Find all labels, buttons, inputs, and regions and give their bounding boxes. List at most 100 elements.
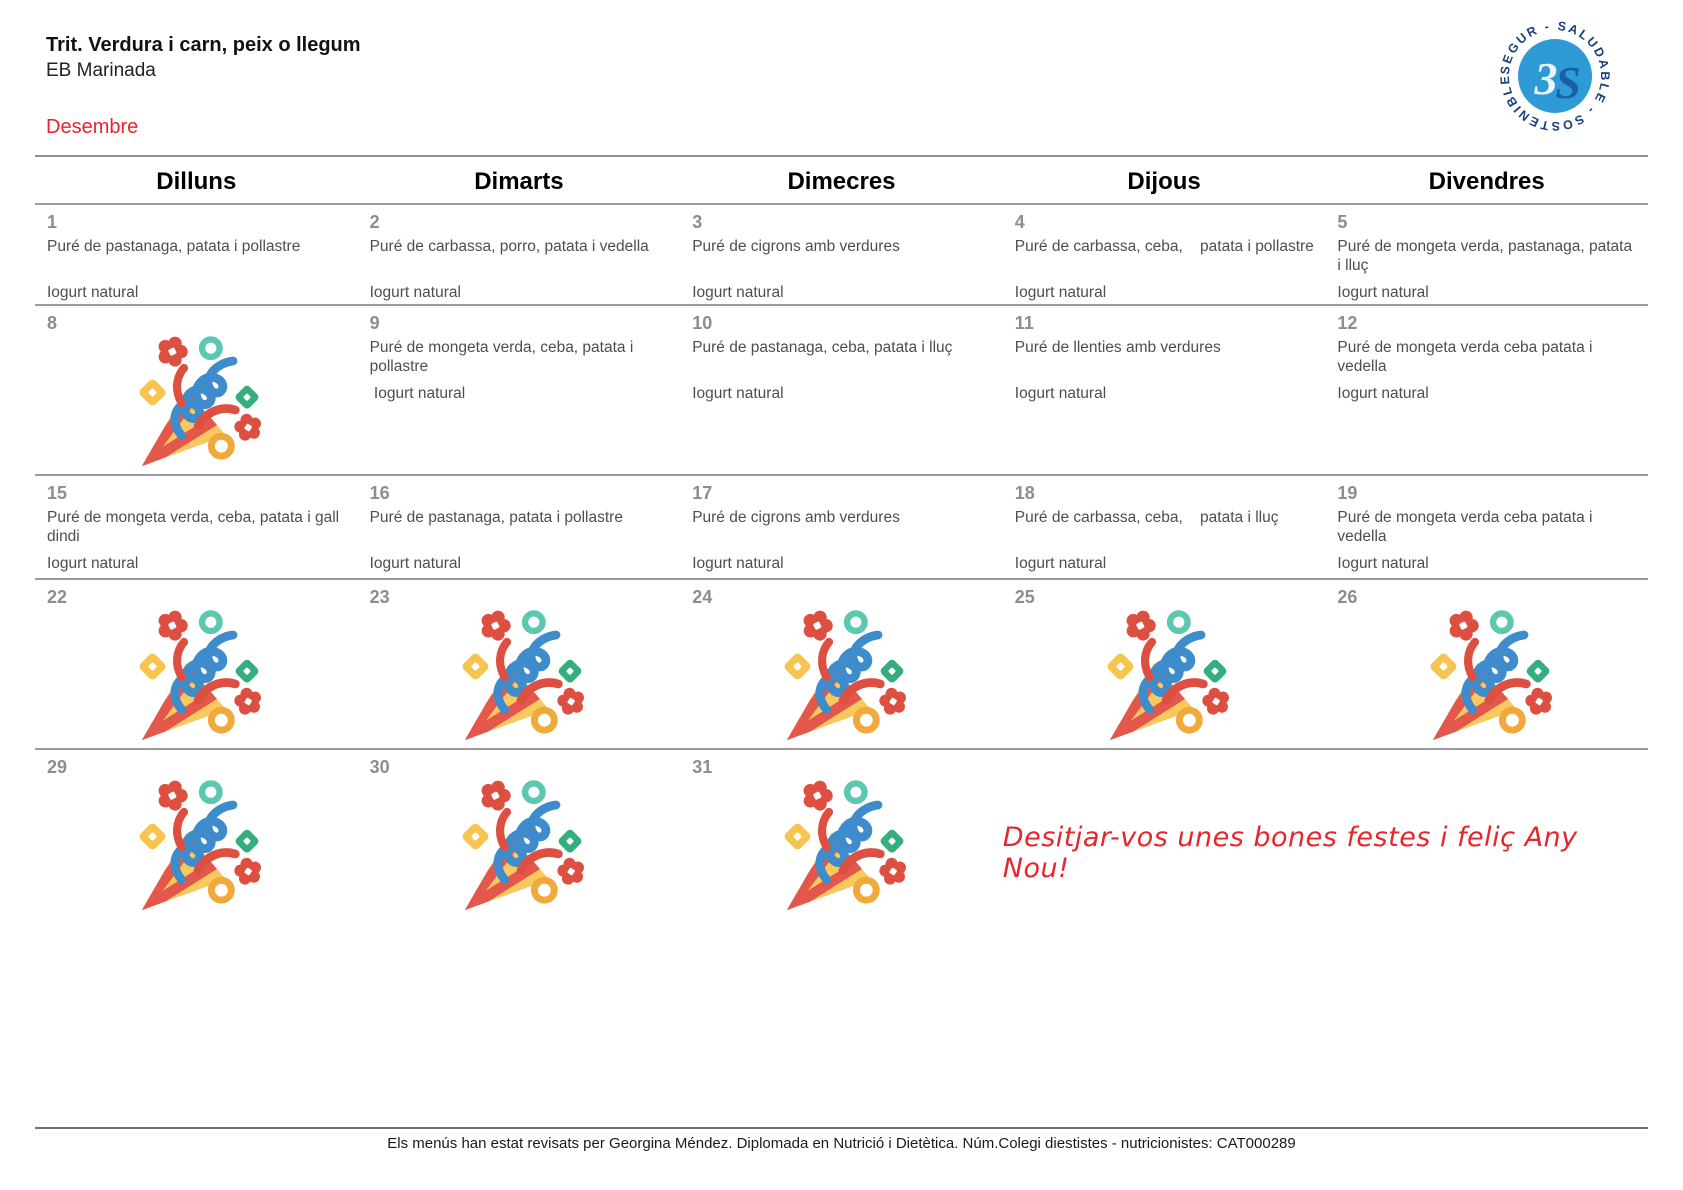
menu-text: Puré de mongeta verda ceba patata i vede… xyxy=(1337,508,1597,545)
day-cell-5: 5 Puré de mongeta verda, pastanaga, pata… xyxy=(1325,205,1648,304)
dessert-text: Iogurt natural xyxy=(692,554,784,572)
day-number: 5 xyxy=(1337,212,1348,232)
day-number: 29 xyxy=(47,757,68,777)
logo-center-s: S xyxy=(1555,57,1581,108)
day-number: 19 xyxy=(1337,483,1358,503)
day-number: 17 xyxy=(692,483,713,503)
day-number: 23 xyxy=(369,587,390,607)
day-number: 2 xyxy=(369,212,380,232)
day-cell-2: 2 Puré de carbassa, porro, patata i vede… xyxy=(358,205,681,304)
weekday-dijous: Dijous xyxy=(1127,168,1201,195)
dessert-text: Iogurt natural xyxy=(47,554,139,572)
day-number: 25 xyxy=(1014,587,1035,607)
dessert-text: Iogurt natural xyxy=(1337,384,1429,402)
menu-text: Puré de cigrons amb verdures xyxy=(692,508,900,526)
logo-center-3: 3 xyxy=(1534,53,1558,104)
party-popper-icon xyxy=(1419,607,1559,747)
day-cell-10: 10 Puré de pastanaga, ceba, patata i llu… xyxy=(680,306,1003,474)
dessert-text: Iogurt natural xyxy=(1014,283,1107,301)
party-popper-icon xyxy=(451,777,591,917)
page-subtitle: EB Marinada xyxy=(46,60,156,81)
day-number: 16 xyxy=(369,483,390,503)
week-row-4: 22 23 24 25 26 xyxy=(35,580,1648,750)
dessert-text: Iogurt natural xyxy=(1014,554,1107,572)
menu-text: Puré de pastanaga, patata i pollastre xyxy=(47,237,301,255)
party-popper-icon xyxy=(773,607,913,747)
dessert-text: Iogurt natural xyxy=(369,554,461,572)
menu-text: Puré de carbassa, porro, patata i vedell… xyxy=(369,237,649,255)
page-title: Trit. Verdura i carn, peix o llegum xyxy=(46,34,361,56)
day-cell-26: 26 xyxy=(1325,580,1648,748)
month-label: Desembre xyxy=(46,116,139,138)
dessert-text: Iogurt natural xyxy=(1014,384,1107,402)
menu-text: Puré de llenties amb verdures xyxy=(1014,338,1221,356)
weekday-header-row: Dilluns Dimarts Dimecres Dijous Divendre… xyxy=(35,155,1648,205)
day-cell-19: 19 Puré de mongeta verda ceba patata i v… xyxy=(1325,476,1648,578)
day-cell-11: 11 Puré de llenties amb verdures Iogurt … xyxy=(1003,306,1326,474)
day-number: 11 xyxy=(1014,313,1034,333)
menu-text: Puré de carbassa, ceba, patata i lluç xyxy=(1014,508,1279,526)
day-cell-25: 25 xyxy=(1003,580,1326,748)
segur-saludable-sostenible-logo-icon: SEGUR - SALUDABLE - SOSTENIBLE - 3 S xyxy=(1495,16,1610,133)
day-number: 3 xyxy=(692,212,703,232)
footer-note: Els menús han estat revisats per Georgin… xyxy=(387,1135,1296,1152)
day-number: 31 xyxy=(692,757,713,777)
menu-text: Puré de mongeta verda, ceba, patata i po… xyxy=(369,338,638,375)
day-number: 30 xyxy=(369,757,390,777)
dessert-text: Iogurt natural xyxy=(1337,554,1429,572)
dessert-text: Iogurt natural xyxy=(692,283,784,301)
day-cell-15: 15 Puré de mongeta verda, ceba, patata i… xyxy=(35,476,358,578)
day-number: 12 xyxy=(1337,313,1358,333)
day-cell-16: 16 Puré de pastanaga, patata i pollastre… xyxy=(358,476,681,578)
week-row-5: 29 30 31 Desitjar-vos unes bones festes … xyxy=(35,750,1648,965)
day-number: 9 xyxy=(369,313,380,333)
day-cell-4: 4 Puré de carbassa, ceba, patata i polla… xyxy=(1003,205,1326,304)
weekday-dimarts: Dimarts xyxy=(474,168,564,195)
day-number: 1 xyxy=(47,212,58,232)
party-popper-icon xyxy=(128,607,268,747)
party-popper-icon xyxy=(773,777,913,917)
menu-text: Puré de mongeta verda, ceba, patata i ga… xyxy=(47,508,344,545)
menu-text: Puré de pastanaga, patata i pollastre xyxy=(369,508,623,526)
menu-text: Puré de pastanaga, ceba, patata i lluç xyxy=(692,338,953,356)
menu-text: Puré de carbassa, ceba, patata i pollast… xyxy=(1014,237,1314,255)
day-number: 24 xyxy=(692,587,713,607)
dessert-text: Iogurt natural xyxy=(369,384,466,402)
week-row-3: 15 Puré de mongeta verda, ceba, patata i… xyxy=(35,476,1648,580)
weekday-divendres: Divendres xyxy=(1428,168,1545,195)
day-number: 15 xyxy=(47,483,68,503)
festive-message-cell: Desitjar-vos unes bones festes i feliç A… xyxy=(1003,750,1648,965)
dessert-text: Iogurt natural xyxy=(369,283,461,301)
day-cell-12: 12 Puré de mongeta verda ceba patata i v… xyxy=(1325,306,1648,474)
weekday-dilluns: Dilluns xyxy=(156,168,237,195)
day-cell-24: 24 xyxy=(680,580,1003,748)
day-cell-22: 22 xyxy=(35,580,358,748)
day-cell-23: 23 xyxy=(358,580,681,748)
day-number: 26 xyxy=(1337,587,1358,607)
week-row-1: 1 Puré de pastanaga, patata i pollastre … xyxy=(35,205,1648,306)
footer-divider xyxy=(35,1127,1648,1129)
festive-message: Desitjar-vos unes bones festes i feliç A… xyxy=(1002,821,1578,884)
party-popper-icon xyxy=(1096,607,1236,747)
day-cell-8: 8 xyxy=(35,306,358,474)
day-cell-9: 9 Puré de mongeta verda, ceba, patata i … xyxy=(358,306,681,474)
day-cell-31: 31 xyxy=(680,750,1003,965)
day-cell-30: 30 xyxy=(358,750,681,965)
party-popper-icon xyxy=(128,777,268,917)
day-number: 4 xyxy=(1014,212,1025,232)
menu-text: Puré de cigrons amb verdures xyxy=(692,237,900,255)
dessert-text: Iogurt natural xyxy=(1337,283,1429,301)
day-number: 10 xyxy=(692,313,713,333)
party-popper-icon xyxy=(128,333,268,473)
day-number: 22 xyxy=(47,587,68,607)
dessert-text: Iogurt natural xyxy=(47,283,139,301)
menu-text: Puré de mongeta verda ceba patata i vede… xyxy=(1337,338,1597,375)
party-popper-icon xyxy=(451,607,591,747)
weekday-dimecres: Dimecres xyxy=(787,168,896,195)
week-row-2: 8 9 Puré de mongeta verda, ceba, patata … xyxy=(35,306,1648,476)
day-number: 8 xyxy=(47,313,58,333)
calendar: Dilluns Dimarts Dimecres Dijous Divendre… xyxy=(35,155,1648,965)
day-cell-29: 29 xyxy=(35,750,358,965)
menu-text: Puré de mongeta verda, pastanaga, patata… xyxy=(1337,237,1637,274)
